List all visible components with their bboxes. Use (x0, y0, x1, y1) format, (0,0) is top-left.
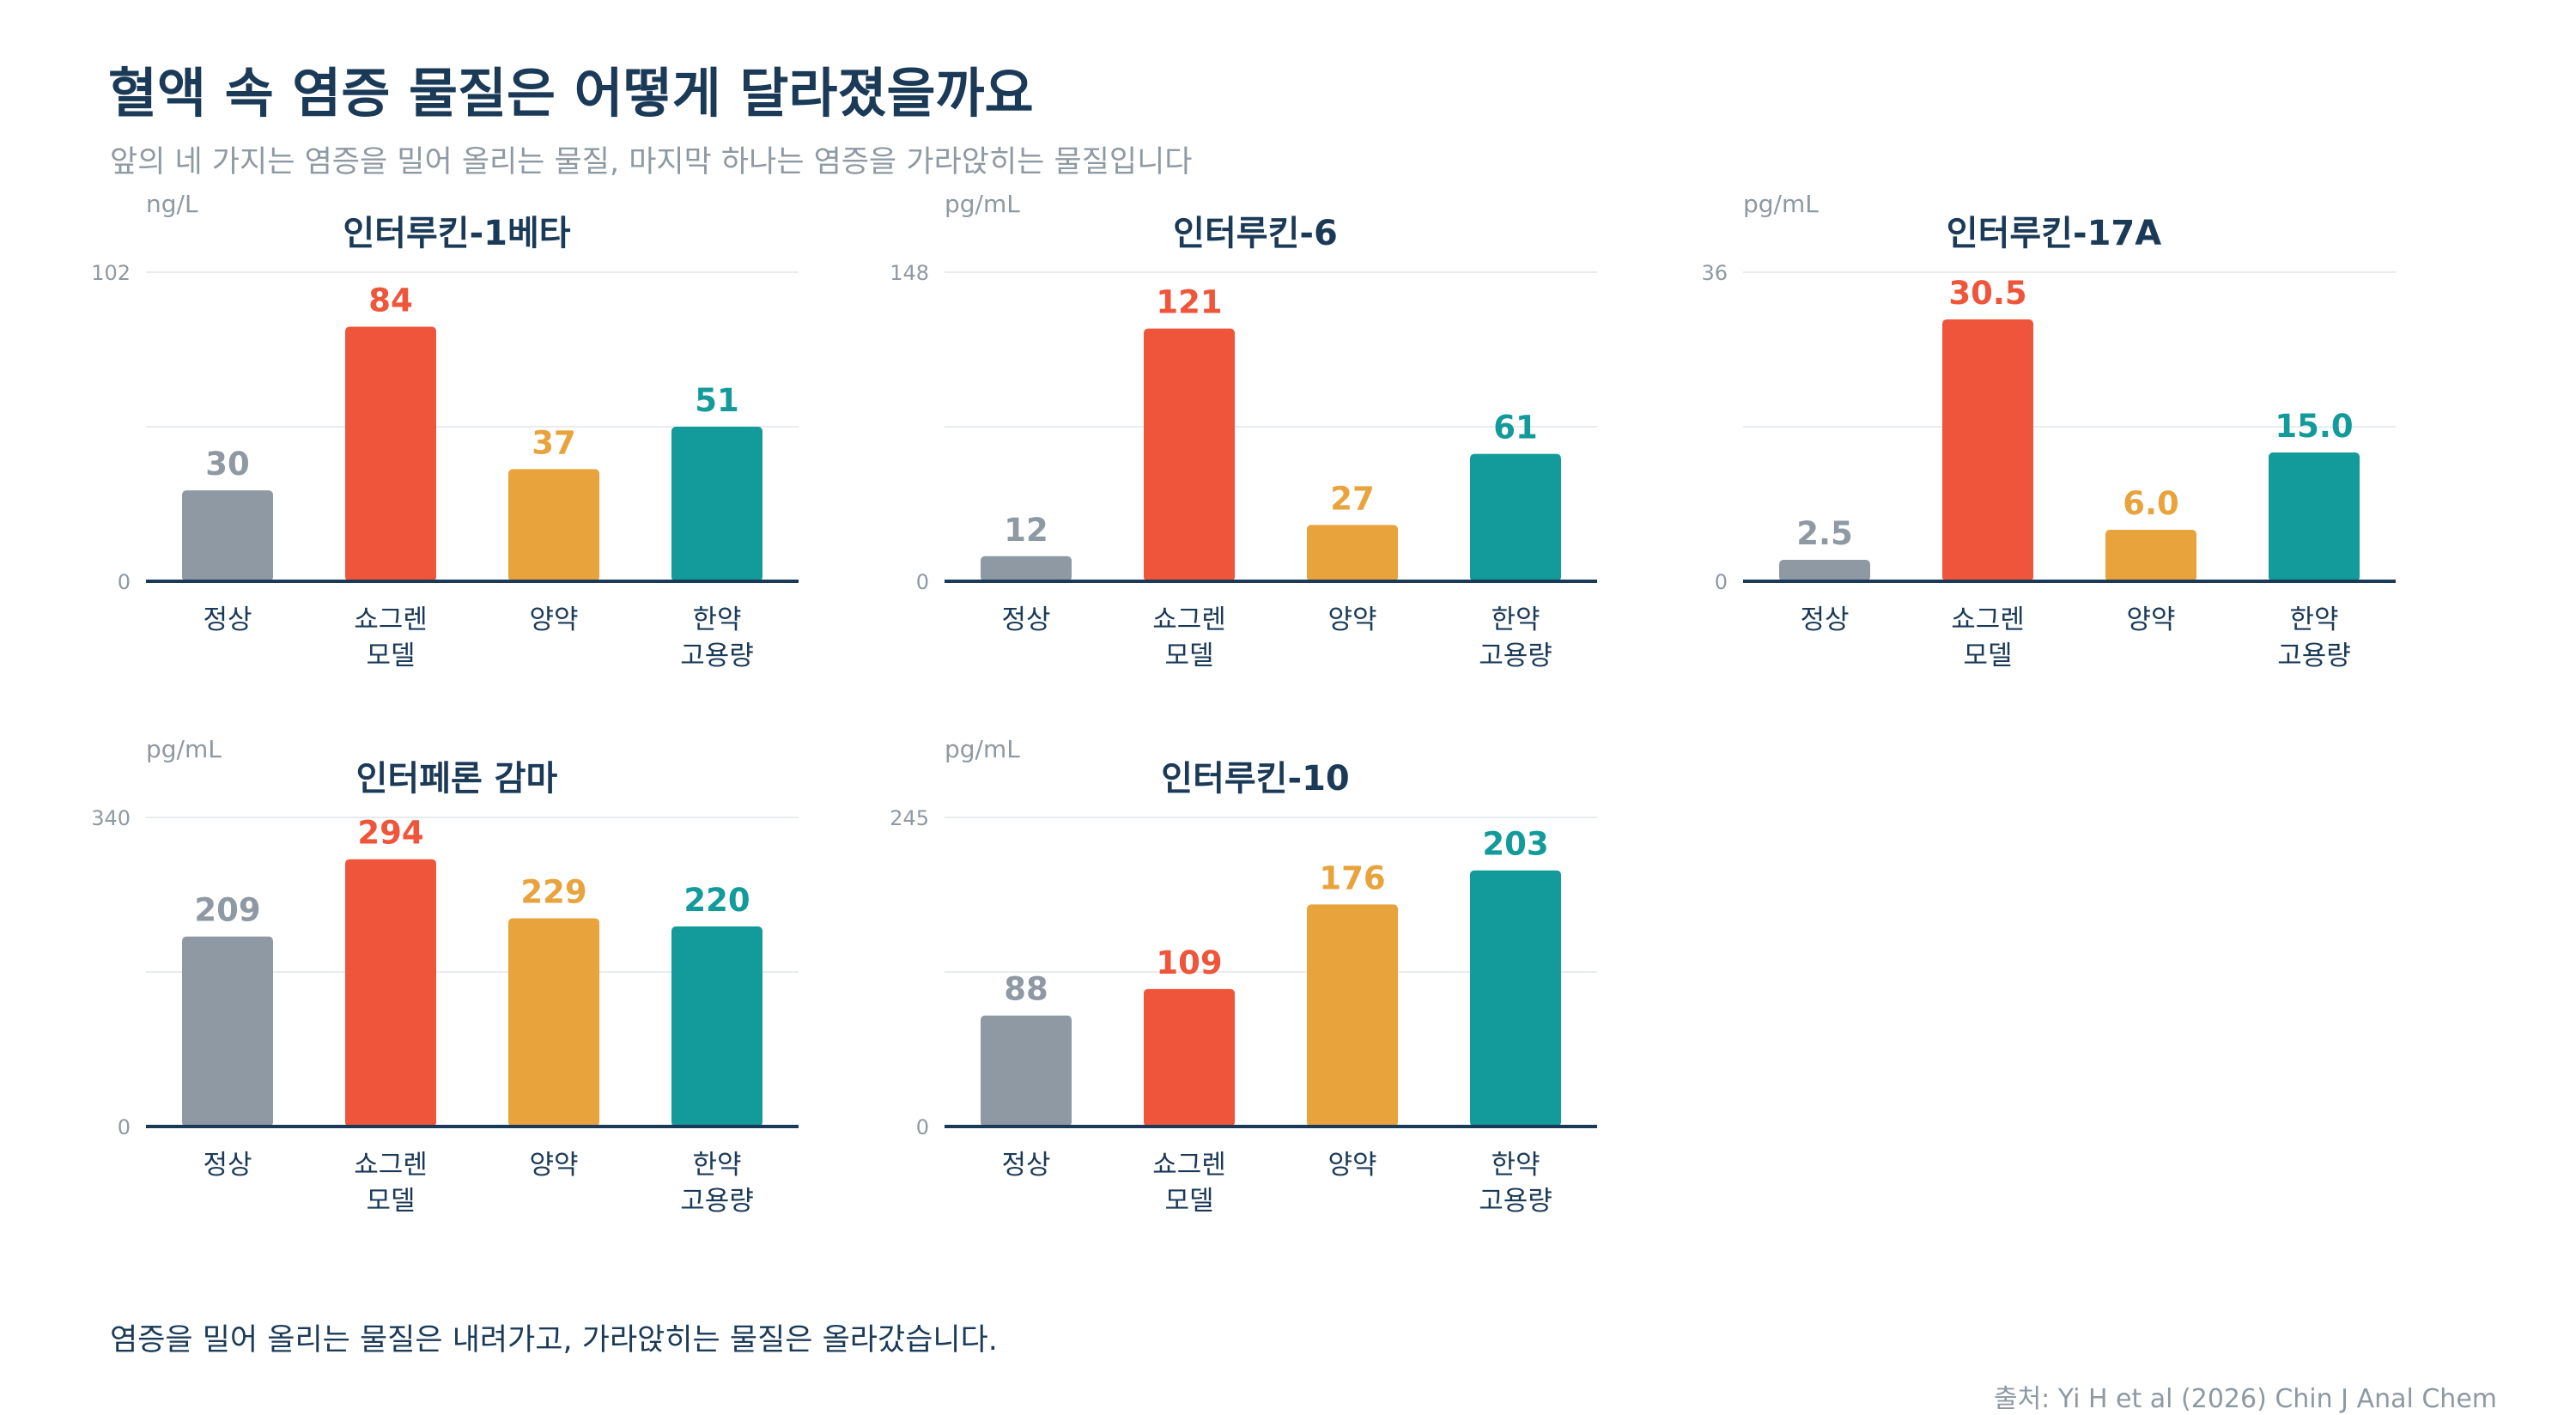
data-label: 88 (1004, 971, 1048, 1008)
bar (182, 490, 273, 581)
y-tick-label: 36 (1701, 261, 1728, 285)
bar (671, 926, 762, 1127)
y-axis-unit: pg/mL (945, 735, 1020, 763)
x-tick-label: 정상 (1001, 1150, 1050, 1181)
y-tick-label: 0 (118, 1115, 131, 1139)
bar (1942, 319, 2033, 581)
data-label: 30.5 (1948, 275, 2026, 312)
panel-title: 인터루킨-10 (1161, 759, 1349, 799)
bar (1470, 870, 1561, 1127)
data-label: 84 (368, 282, 413, 319)
chart-panel-1: 0 102 ng/L 인터루킨-1베타 30 정상 84 쇼그렌 모델 37 양약 51 한약 고용량 (91, 190, 799, 671)
x-tick-label: 쇼그렌 모델 (354, 604, 428, 671)
page-subtitle: 앞의 네 가지는 염증을 밀어 올리는 물질, 마지막 하나는 염증을 가라앉히… (110, 145, 1193, 179)
bar (1779, 560, 1870, 581)
x-tick-label: 쇼그렌 모델 (1152, 1150, 1226, 1217)
page-title: 혈액 속 염증 물질은 어떻게 달라졌을까요 (108, 62, 1034, 124)
data-label: 27 (1330, 480, 1375, 517)
data-label: 12 (1004, 512, 1048, 549)
bar (508, 469, 599, 581)
data-label: 2.5 (1796, 515, 1853, 552)
data-label: 6.0 (2123, 485, 2179, 522)
bar (981, 1015, 1072, 1127)
data-label: 51 (695, 382, 739, 419)
data-label: 61 (1493, 410, 1538, 446)
bar (1470, 453, 1561, 581)
data-label: 30 (205, 446, 250, 483)
bar (1307, 525, 1398, 581)
panel-title: 인터루킨-17A (1947, 214, 2161, 253)
panel-title: 인터루킨-6 (1173, 214, 1338, 253)
x-tick-label: 양약 (529, 604, 578, 635)
y-tick-label: 0 (916, 1115, 929, 1139)
data-label: 203 (1482, 826, 1548, 863)
y-axis-unit: pg/mL (146, 735, 222, 763)
footer-note: 염증을 밀어 올리는 물질은 내려가고, 가라앉히는 물질은 올라갔습니다. (110, 1323, 998, 1357)
x-tick-label: 한약 고용량 (680, 1150, 754, 1217)
x-tick-label: 한약 고용량 (1479, 1150, 1552, 1217)
x-tick-label: 한약 고용량 (680, 604, 754, 671)
data-label: 176 (1319, 859, 1385, 896)
y-axis-unit: ng/L (146, 190, 198, 218)
y-axis-unit: pg/mL (1743, 190, 1819, 218)
data-label: 209 (194, 892, 260, 929)
chart-panel-5: 0 245 pg/mL 인터루킨-10 88 정상 109 쇼그렌 모델 176 양약 203 한약 고용… (890, 735, 1597, 1217)
bar (1307, 904, 1398, 1127)
chart-panel-2: 0 148 pg/mL 인터루킨-6 12 정상 121 쇼그렌 모델 27 양약 61 한약 고용량 (890, 190, 1597, 671)
bar (981, 556, 1072, 581)
data-label: 229 (520, 874, 586, 911)
data-label: 121 (1156, 284, 1222, 321)
x-tick-label: 양약 (2126, 604, 2175, 635)
y-tick-label: 102 (91, 261, 131, 285)
x-tick-label: 정상 (1800, 604, 1849, 635)
x-tick-label: 양약 (1327, 604, 1376, 635)
bar (1144, 328, 1235, 581)
data-label: 109 (1156, 944, 1222, 981)
x-tick-label: 정상 (203, 1150, 252, 1181)
bar (345, 326, 436, 581)
y-axis-unit: pg/mL (945, 190, 1020, 218)
x-tick-label: 정상 (1001, 604, 1050, 635)
y-tick-label: 245 (890, 806, 929, 830)
chart-panel-3: 0 36 pg/mL 인터루킨-17A 2.5 정상 30.5 쇼그렌 모델 6.0 양약 15.0 한… (1701, 190, 2396, 671)
data-label: 294 (357, 815, 423, 852)
bar (508, 918, 599, 1127)
bar (182, 936, 273, 1127)
data-label: 220 (683, 882, 750, 919)
bar (671, 427, 762, 581)
bar (2105, 530, 2196, 581)
chart-panel-4: 0 340 pg/mL 인터페론 감마 209 정상 294 쇼그렌 모델 229 양약 220 한약 고… (91, 735, 799, 1217)
panel-title: 인터페론 감마 (356, 759, 558, 799)
x-tick-label: 한약 고용량 (2277, 604, 2351, 671)
bar (1144, 988, 1235, 1127)
y-tick-label: 0 (916, 570, 929, 594)
x-tick-label: 쇼그렌 모델 (1152, 604, 1226, 671)
y-tick-label: 0 (118, 570, 131, 594)
bar (345, 859, 436, 1127)
x-tick-label: 한약 고용량 (1479, 604, 1552, 671)
x-tick-label: 정상 (203, 604, 252, 635)
data-label: 15.0 (2275, 408, 2353, 445)
data-label: 37 (532, 424, 576, 461)
y-tick-label: 148 (890, 261, 929, 285)
x-tick-label: 쇼그렌 모델 (354, 1150, 428, 1217)
x-tick-label: 쇼그렌 모델 (1951, 604, 2025, 671)
y-tick-label: 340 (91, 806, 131, 830)
x-tick-label: 양약 (1327, 1150, 1376, 1181)
x-tick-label: 양약 (529, 1150, 578, 1181)
panel-title: 인터루킨-1베타 (343, 214, 570, 253)
source-note: 출처: Yi H et al (2026) Chin J Anal Chem (1993, 1384, 2497, 1414)
y-tick-label: 0 (1715, 570, 1728, 594)
bar (2269, 452, 2360, 581)
